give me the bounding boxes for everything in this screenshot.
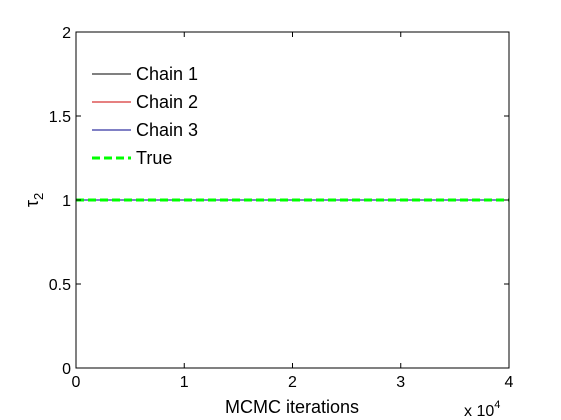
x-tick-label: 2 <box>288 374 297 391</box>
y-axis-label-subscript: 2 <box>31 193 46 200</box>
x-axis-multiplier: x 104 <box>464 399 500 420</box>
y-axis-label-symbol: τ <box>22 200 42 207</box>
x-tick-label: 0 <box>72 374 81 391</box>
legend-label-2: Chain 2 <box>136 92 198 112</box>
x-tick-label: 4 <box>505 374 514 391</box>
axes-layer: 0 1 2 3 4 0 0.5 1 1.5 2 <box>49 25 514 391</box>
y-axis-label: τ2 <box>22 193 46 207</box>
x-axis-label: MCMC iterations <box>225 397 359 417</box>
x-axis-multiplier-exponent: 4 <box>494 399 500 411</box>
x-axis-multiplier-base: x 10 <box>464 403 494 420</box>
legend-label-4: True <box>136 148 172 168</box>
y-tick-label: 0 <box>62 361 71 378</box>
y-tick-label: 1.5 <box>49 109 71 126</box>
legend: Chain 1 Chain 2 Chain 3 True <box>92 64 198 168</box>
x-tick-label: 1 <box>180 374 189 391</box>
legend-label-3: Chain 3 <box>136 120 198 140</box>
y-tick-label: 2 <box>62 25 71 42</box>
x-tick-label: 3 <box>396 374 405 391</box>
legend-label-1: Chain 1 <box>136 64 198 84</box>
y-tick-label: 1 <box>62 193 71 210</box>
y-tick-label: 0.5 <box>49 277 71 294</box>
